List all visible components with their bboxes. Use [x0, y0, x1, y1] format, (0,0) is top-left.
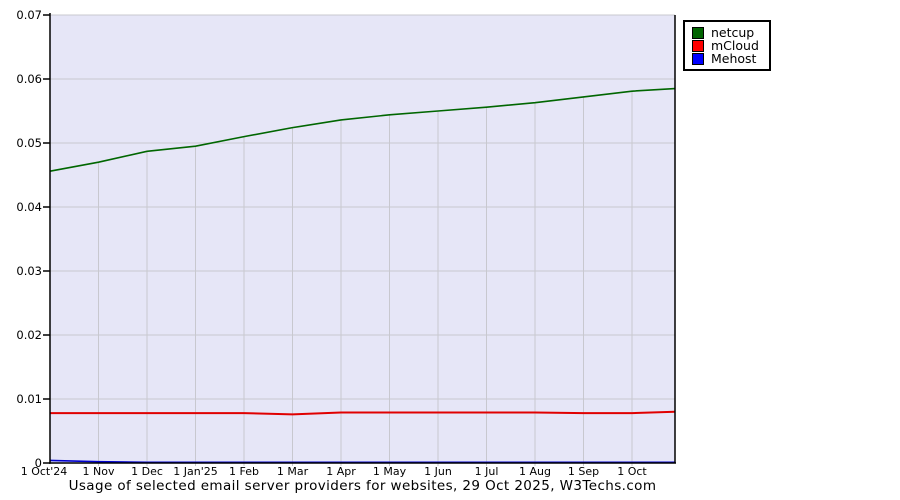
x-axis-label: 1 Feb — [229, 465, 259, 478]
legend-item-mCloud: mCloud — [692, 39, 759, 52]
x-axis-label: 1 Apr — [326, 465, 356, 478]
y-axis-label: 0.05 — [16, 136, 42, 150]
legend-swatch-icon — [692, 26, 704, 39]
x-axis-label: 1 Sep — [567, 465, 600, 478]
legend-item-Mehost: Mehost — [692, 52, 759, 65]
y-axis-label: 0.06 — [16, 72, 42, 86]
legend-label: netcup — [711, 25, 755, 40]
legend-label: mCloud — [711, 38, 759, 53]
legend-swatch-icon — [692, 39, 704, 52]
x-axis-label: 1 Nov — [82, 465, 115, 478]
y-axis-label: 0 — [34, 456, 42, 470]
x-axis-label: 1 Aug — [519, 465, 551, 478]
x-axis-label: 1 Oct'24 — [20, 465, 68, 478]
x-axis-label: 1 Jul — [474, 465, 499, 478]
y-axis-label: 0.07 — [16, 8, 42, 22]
x-axis-label: 1 Oct — [617, 465, 647, 478]
x-axis-label: 1 May — [372, 465, 407, 478]
x-axis-label: 1 Jun — [424, 465, 452, 478]
series-line-netcup — [49, 87, 676, 172]
x-axis-label: 1 Dec — [131, 465, 163, 478]
legend-label: Mehost — [711, 51, 757, 66]
y-axis-label: 0.03 — [16, 264, 42, 278]
x-axis-label: 1 Mar — [276, 465, 309, 478]
legend-swatch-icon — [692, 52, 704, 65]
x-axis-label: 1 Jan'25 — [173, 465, 218, 478]
chart-title: Usage of selected email server providers… — [68, 478, 657, 494]
y-axis-label: 0.02 — [16, 328, 42, 342]
series-line-mCloud — [50, 410, 676, 416]
y-axis-label: 0.01 — [16, 392, 42, 406]
legend: netcup mCloud Mehost — [683, 20, 771, 71]
y-axis-label: 0.04 — [16, 200, 42, 214]
plot-background — [50, 15, 675, 463]
legend-item-netcup: netcup — [692, 26, 759, 39]
